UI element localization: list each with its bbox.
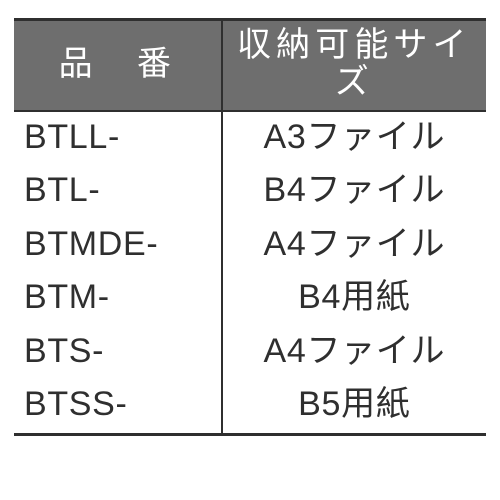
cell-code: BTL- <box>14 165 222 219</box>
cell-code: BTM- <box>14 272 222 326</box>
cell-size: A4ファイル <box>222 219 486 273</box>
cell-size: B4用紙 <box>222 272 486 326</box>
table-row: BTLL- A3ファイル <box>14 111 486 166</box>
spec-table: 品 番 収納可能サイズ BTLL- A3ファイル BTL- B4ファイル BTM… <box>14 18 486 436</box>
table-row: BTM- B4用紙 <box>14 272 486 326</box>
cell-code: BTLL- <box>14 111 222 166</box>
cell-code: BTSS- <box>14 379 222 434</box>
table-body: BTLL- A3ファイル BTL- B4ファイル BTMDE- A4ファイル B… <box>14 111 486 435</box>
table-row: BTMDE- A4ファイル <box>14 219 486 273</box>
table-row: BTS- A4ファイル <box>14 326 486 380</box>
cell-size: B4ファイル <box>222 165 486 219</box>
cell-code: BTMDE- <box>14 219 222 273</box>
cell-code: BTS- <box>14 326 222 380</box>
table-header-row: 品 番 収納可能サイズ <box>14 20 486 111</box>
table-row: BTSS- B5用紙 <box>14 379 486 434</box>
cell-size: B5用紙 <box>222 379 486 434</box>
col-header-code: 品 番 <box>14 20 222 111</box>
table-row: BTL- B4ファイル <box>14 165 486 219</box>
cell-size: A4ファイル <box>222 326 486 380</box>
col-header-size: 収納可能サイズ <box>222 20 486 111</box>
table-container: 品 番 収納可能サイズ BTLL- A3ファイル BTL- B4ファイル BTM… <box>0 0 500 500</box>
cell-size: A3ファイル <box>222 111 486 166</box>
